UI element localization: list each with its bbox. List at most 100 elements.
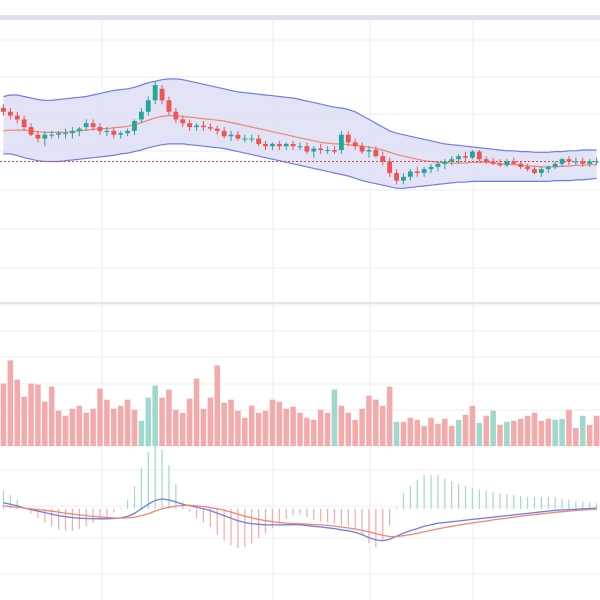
volume-bar-46	[317, 409, 324, 446]
candle-body-10	[70, 130, 75, 134]
macd-panel	[2, 444, 598, 549]
candle-body-53	[366, 150, 372, 152]
price-panel	[0, 78, 600, 189]
candle-body-26	[180, 119, 186, 124]
candle-body-46	[318, 148, 324, 151]
candle-body-79	[545, 166, 551, 170]
volume-bar-4	[28, 383, 34, 446]
volume-bar-44	[304, 417, 310, 446]
candle-body-61	[421, 169, 427, 173]
volume-bar-36	[248, 405, 255, 446]
candle-body-74	[511, 161, 517, 164]
candle-body-22	[152, 85, 158, 101]
candle-body-78	[538, 169, 544, 173]
candle-body-70	[483, 159, 489, 162]
volume-bar-39	[269, 399, 276, 446]
volume-bar-79	[545, 418, 552, 446]
candle-body-50	[345, 134, 351, 143]
candle-body-25	[173, 111, 179, 120]
volume-bar-65	[448, 425, 455, 446]
volume-bar-43	[297, 412, 303, 446]
candle-body-76	[525, 166, 530, 170]
volume-bar-28	[193, 378, 200, 446]
candle-body-14	[97, 127, 103, 131]
volume-bar-57	[393, 421, 400, 446]
candle-body-41	[283, 143, 289, 147]
volume-bar-72	[497, 424, 503, 446]
volume-bar-83	[573, 427, 579, 446]
volume-bar-8	[55, 410, 62, 446]
candle-body-34	[235, 134, 241, 139]
volume-bar-85	[586, 424, 593, 446]
volume-bar-16	[111, 408, 117, 446]
volume-bar-25	[173, 409, 179, 446]
upper-band-line	[3, 78, 597, 153]
candle-body-69	[476, 151, 482, 160]
volume-bar-3	[21, 396, 27, 446]
volume-bar-76	[524, 415, 531, 446]
candle-body-64	[442, 161, 448, 164]
volume-bar-71	[490, 410, 496, 446]
candle-body-82	[566, 159, 572, 162]
volume-bar-69	[476, 422, 483, 446]
volume-bar-11	[76, 405, 83, 446]
volume-bar-31	[214, 365, 220, 446]
candle-body-71	[490, 161, 496, 164]
volume-bar-38	[262, 410, 269, 446]
candle-body-86	[594, 161, 599, 163]
candle-body-37	[256, 138, 262, 144]
candle-body-27	[187, 123, 193, 128]
volume-bar-10	[69, 408, 76, 446]
candle-body-83	[573, 161, 579, 163]
candle-body-39	[270, 143, 275, 147]
volume-bar-2	[14, 379, 20, 446]
volume-bar-18	[124, 399, 131, 446]
candle-body-18	[125, 130, 130, 134]
candle-body-65	[449, 159, 455, 162]
volume-bar-19	[131, 409, 138, 446]
candle-body-9	[63, 133, 68, 135]
volume-bar-70	[483, 415, 489, 446]
candle-body-5	[35, 134, 41, 139]
candle-body-51	[352, 142, 358, 147]
volume-bar-33	[228, 399, 234, 446]
volume-bar-17	[117, 405, 124, 446]
volume-bar-7	[48, 386, 55, 446]
candle-body-21	[145, 100, 151, 112]
volume-bar-52	[359, 408, 365, 446]
candle-body-38	[263, 143, 268, 147]
candle-body-31	[214, 128, 220, 131]
candle-body-15	[104, 130, 110, 132]
volume-bar-53	[366, 395, 372, 446]
candle-body-28	[194, 125, 199, 128]
signal-line	[3, 504, 597, 538]
volume-bar-63	[435, 423, 441, 446]
volume-bar-64	[442, 418, 448, 446]
candle-body-6	[42, 134, 48, 139]
volume-bar-75	[517, 418, 524, 446]
volume-bar-14	[97, 388, 103, 446]
candle-body-58	[401, 176, 406, 181]
volume-bar-73	[504, 421, 510, 446]
candle-body-55	[380, 156, 386, 162]
candle-body-60	[414, 171, 420, 173]
volume-bar-61	[421, 425, 427, 446]
candle-body-0	[1, 107, 6, 112]
volume-bar-58	[400, 421, 407, 446]
volume-bar-32	[221, 402, 227, 446]
volume-bar-24	[166, 389, 172, 446]
candle-body-44	[304, 146, 310, 152]
volume-bar-5	[35, 384, 41, 446]
volume-bar-48	[331, 389, 338, 446]
volume-bar-60	[414, 419, 420, 446]
volume-bar-23	[159, 397, 165, 446]
candle-body-52	[359, 146, 365, 152]
candle-body-24	[166, 100, 172, 112]
candle-body-35	[242, 138, 248, 140]
candle-body-32	[221, 130, 227, 137]
candle-body-2	[14, 115, 20, 120]
volume-bar-62	[428, 417, 434, 446]
top-border	[0, 15, 600, 20]
